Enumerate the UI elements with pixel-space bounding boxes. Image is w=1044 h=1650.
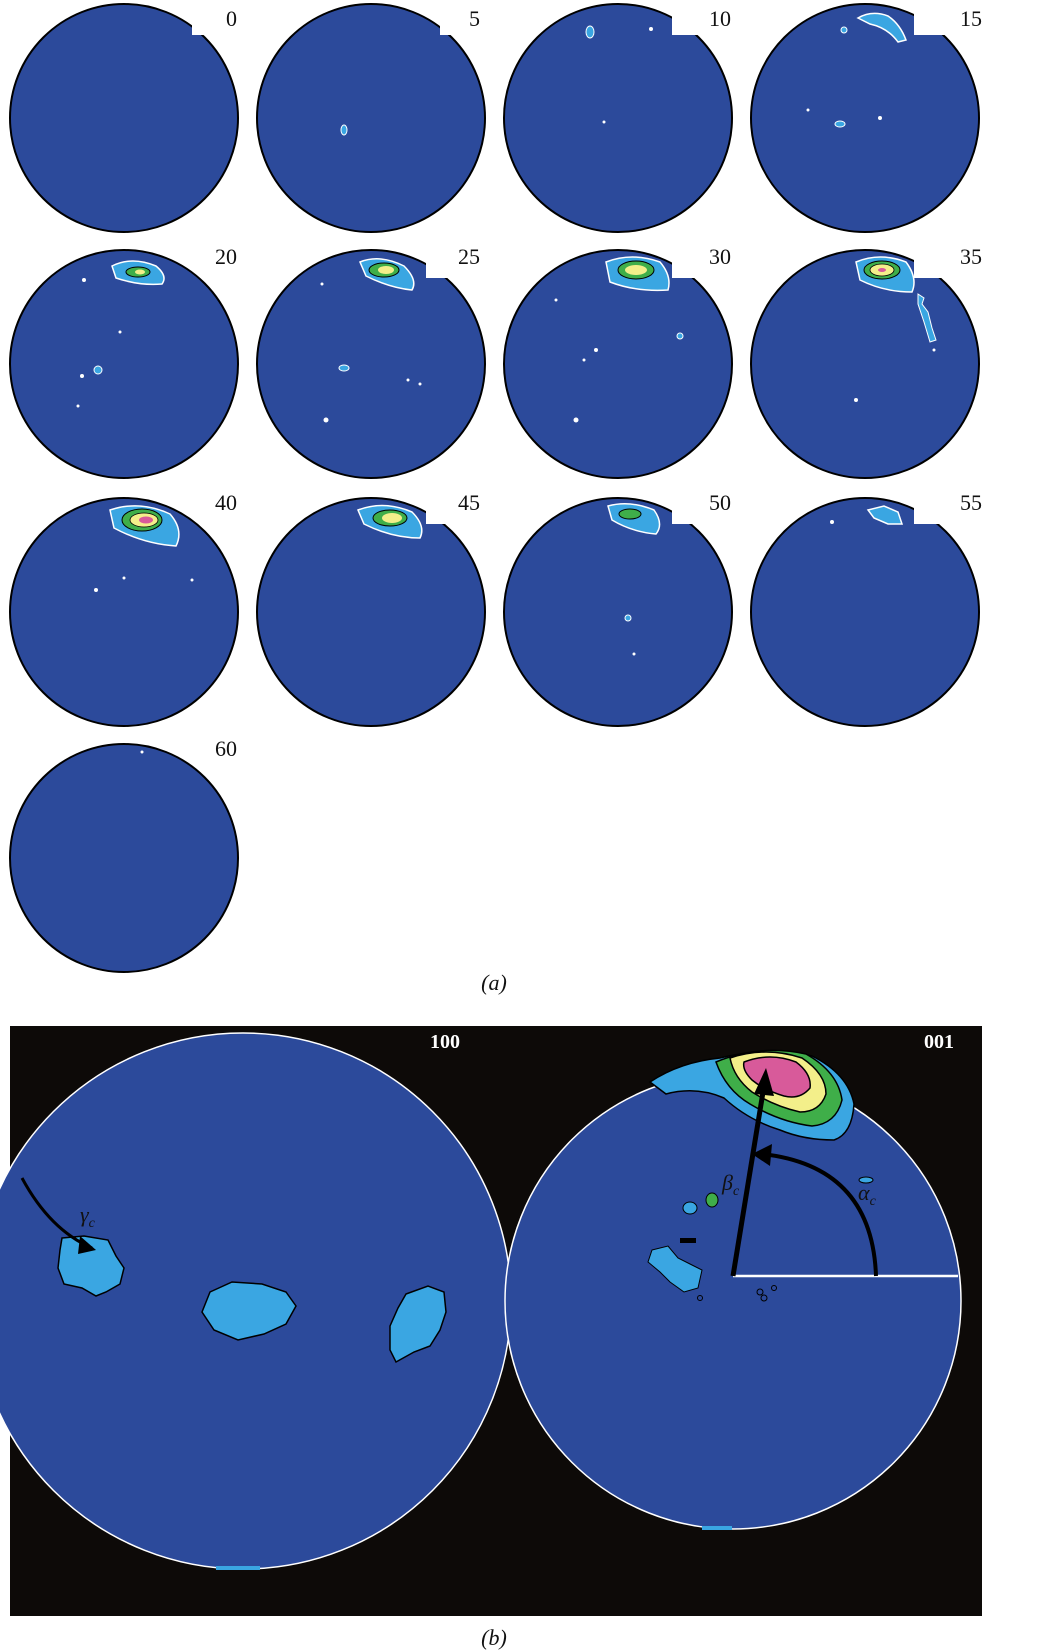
beta-label: βc [721, 1170, 740, 1199]
pole-figure-panel-60: 60 [9, 736, 239, 973]
panel-label: 40 [215, 490, 237, 515]
caption-b: (b) [481, 1625, 507, 1650]
panel-label: 5 [469, 6, 480, 31]
panel-label: 0 [226, 6, 237, 31]
part-b: 100 γc 001 [0, 1026, 982, 1650]
pole-figure-100: 100 γc [0, 1031, 512, 1570]
pole-figure-panel-20: 20 [9, 244, 239, 479]
pole-figure-panel-5: 5 [256, 0, 486, 233]
pole-figure-panel-15: 15 [750, 0, 984, 233]
pole-figure-panel-30: 30 [503, 244, 733, 479]
alpha-label: αc [858, 1180, 877, 1209]
beta-arrow [730, 1085, 767, 1277]
panel-label: 45 [458, 490, 480, 515]
caption-a: (a) [481, 970, 507, 995]
panel-label: 35 [960, 244, 982, 269]
panel-label: 10 [709, 6, 731, 31]
contour-level-4 [742, 1056, 811, 1098]
panel-label: 15 [960, 6, 982, 31]
panel-label: 30 [709, 244, 731, 269]
pole-figure-panel-10: 10 [503, 0, 733, 233]
pole-figure-panel-50: 50 [503, 490, 733, 727]
pole-figure-panel-35: 35 [750, 244, 984, 479]
pole-figure-001: 001 βc αc [504, 1031, 962, 1530]
panel-label: 50 [709, 490, 731, 515]
panel-label: 55 [960, 490, 982, 515]
pole-figure-panel-40: 40 [9, 490, 239, 727]
alpha-arc [761, 1152, 878, 1277]
panel-label: 60 [215, 736, 237, 761]
gamma-label: γc [80, 1202, 96, 1231]
pole-figure-panel-55: 55 [750, 490, 984, 727]
part-a-grid: 0 5 10 15 [9, 0, 984, 995]
panel-label: 25 [458, 244, 480, 269]
pole-figure-panel-45: 45 [256, 490, 486, 727]
pole-figure-panel-0: 0 [9, 0, 239, 233]
pole-spot [57, 1235, 125, 1297]
panel-label: 20 [215, 244, 237, 269]
pole-spot [201, 1281, 297, 1341]
label-001: 001 [924, 1031, 954, 1053]
pole-figure-panel-25: 25 [256, 244, 486, 479]
label-100: 100 [430, 1031, 460, 1053]
pole-spot [389, 1285, 447, 1364]
